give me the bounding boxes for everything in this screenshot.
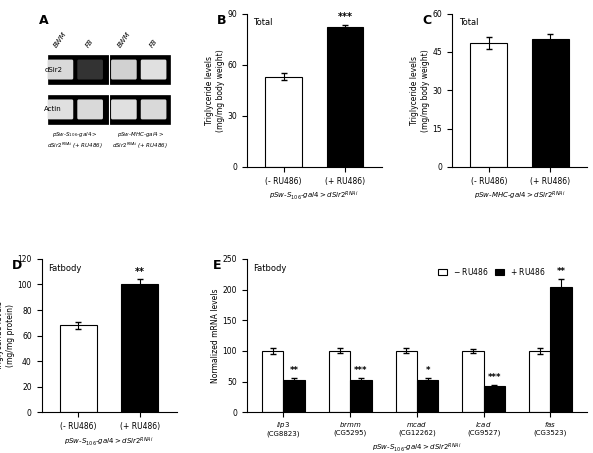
Bar — [470, 43, 507, 167]
FancyBboxPatch shape — [47, 100, 74, 120]
Text: Fatbody: Fatbody — [48, 264, 82, 273]
Bar — [532, 39, 569, 167]
Text: BWM: BWM — [53, 31, 68, 49]
FancyBboxPatch shape — [77, 100, 103, 120]
FancyBboxPatch shape — [47, 60, 74, 80]
Bar — [463, 351, 484, 412]
Bar — [283, 380, 305, 412]
Y-axis label: Triglyceride levels
(mg/mg body weight): Triglyceride levels (mg/mg body weight) — [205, 49, 225, 132]
X-axis label: $pSw$-$S_1$$_{06}$-$gal4>dSir2^{RNAi}$: $pSw$-$S_1$$_{06}$-$gal4>dSir2^{RNAi}$ — [64, 435, 154, 448]
Text: **: ** — [135, 267, 145, 277]
FancyBboxPatch shape — [111, 100, 137, 120]
Bar — [48, 55, 170, 84]
Y-axis label: Triglyceride levels
(mg/mg body weight): Triglyceride levels (mg/mg body weight) — [410, 49, 430, 132]
Y-axis label: Triglyceride levels
(mg/mg protein): Triglyceride levels (mg/mg protein) — [0, 301, 14, 370]
Text: **: ** — [289, 366, 299, 375]
Bar — [417, 381, 438, 412]
Bar — [329, 351, 350, 412]
Text: Total: Total — [254, 18, 273, 27]
Bar — [48, 95, 170, 124]
X-axis label: $pSw$-$S_1$$_{06}$-$gal4>dSir2^{RNAi}$: $pSw$-$S_1$$_{06}$-$gal4>dSir2^{RNAi}$ — [372, 442, 462, 453]
Text: B: B — [217, 14, 227, 27]
FancyBboxPatch shape — [141, 60, 167, 80]
Text: $pSw$-$MHC$-$gal4>$
$dSir2^{RNAi}$ (+ RU486): $pSw$-$MHC$-$gal4>$ $dSir2^{RNAi}$ (+ RU… — [112, 130, 168, 151]
Text: $pSw$-$S_1$$_{06}$-$gal4>$
$dSir2^{RNAi}$ (+ RU486): $pSw$-$S_1$$_{06}$-$gal4>$ $dSir2^{RNAi}… — [47, 130, 103, 151]
FancyBboxPatch shape — [77, 60, 103, 80]
Bar — [396, 351, 417, 412]
Bar — [60, 325, 97, 412]
X-axis label: $pSw$-$S_1$$_{06}$-$gal4>dSir2^{RNAi}$: $pSw$-$S_1$$_{06}$-$gal4>dSir2^{RNAi}$ — [269, 190, 359, 202]
FancyBboxPatch shape — [111, 60, 137, 80]
Text: D: D — [12, 259, 22, 272]
Bar — [262, 351, 283, 412]
Bar — [550, 286, 572, 412]
Text: FB: FB — [85, 38, 95, 49]
Text: FB: FB — [149, 38, 158, 49]
Text: BWM: BWM — [116, 31, 132, 49]
Bar — [122, 284, 158, 412]
Text: Fatbody: Fatbody — [254, 264, 287, 273]
Text: ***: *** — [354, 366, 368, 376]
Text: *: * — [425, 366, 430, 375]
FancyBboxPatch shape — [141, 100, 167, 120]
Bar — [265, 77, 302, 167]
Text: E: E — [213, 259, 221, 272]
Text: Total: Total — [459, 18, 479, 27]
Bar — [529, 351, 550, 412]
Text: Actin: Actin — [44, 106, 62, 112]
Bar — [350, 381, 372, 412]
Text: A: A — [39, 14, 49, 27]
Text: **: ** — [557, 267, 566, 276]
Text: ***: *** — [337, 12, 352, 22]
Text: ***: *** — [487, 373, 501, 382]
Bar — [327, 27, 364, 167]
Bar — [484, 386, 505, 412]
Text: C: C — [422, 14, 432, 27]
X-axis label: $pSw$-$MHC$-$gal4>dSir2^{RNAi}$: $pSw$-$MHC$-$gal4>dSir2^{RNAi}$ — [474, 190, 565, 202]
Legend: $-$ RU486, $+$ RU486: $-$ RU486, $+$ RU486 — [435, 263, 549, 280]
Y-axis label: Normalized mRNA levels: Normalized mRNA levels — [211, 288, 220, 383]
Text: dSir2: dSir2 — [44, 67, 62, 72]
